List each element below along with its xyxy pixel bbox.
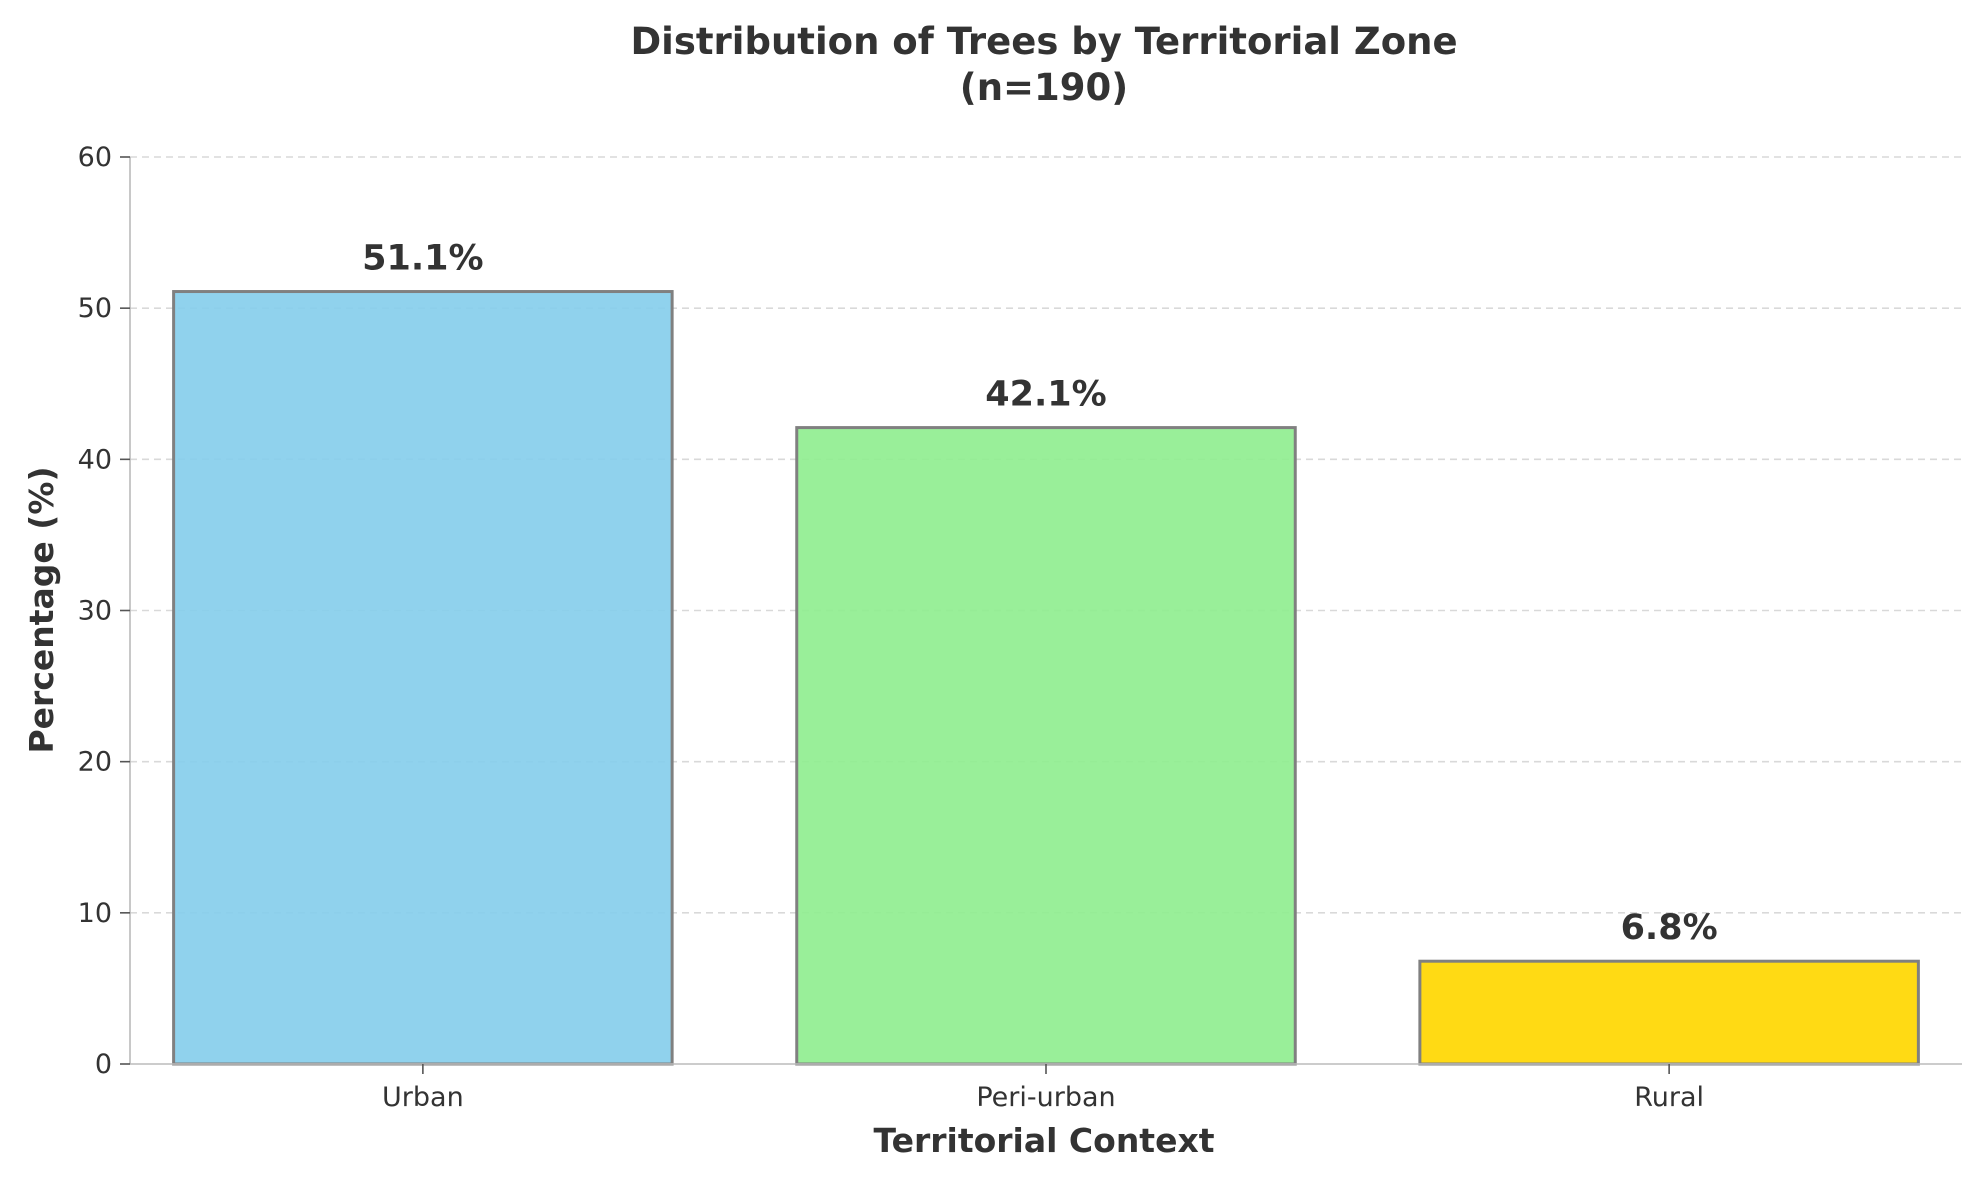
x-ticks: Urban Peri-urban Rural — [382, 1064, 1704, 1113]
x-tick-label: Urban — [382, 1082, 464, 1113]
y-tick-label: 0 — [95, 1049, 112, 1080]
y-tick-label: 10 — [78, 898, 112, 929]
x-tick-label: Peri-urban — [976, 1082, 1115, 1113]
y-tick-label: 40 — [78, 444, 112, 475]
data-label: 6.8% — [1621, 908, 1718, 948]
data-label: 51.1% — [362, 239, 483, 279]
y-tick-label: 30 — [78, 596, 112, 627]
y-axis-label: Percentage (%) — [22, 466, 61, 753]
y-ticks: 0 10 20 30 40 50 60 — [78, 142, 130, 1080]
x-tick-label: Rural — [1634, 1082, 1704, 1113]
bar-urban — [172, 290, 674, 1066]
y-tick-label: 60 — [78, 142, 112, 173]
bar-rural — [1418, 959, 1920, 1066]
y-tick-label: 50 — [78, 293, 112, 324]
chart-subtitle: (n=190) — [960, 66, 1128, 109]
x-axis-label: Territorial Context — [873, 1121, 1214, 1160]
bar-peri-urban — [795, 426, 1297, 1066]
y-tick-label: 20 — [78, 747, 112, 778]
data-label: 42.1% — [985, 375, 1106, 415]
chart-title: Distribution of Trees by Territorial Zon… — [630, 20, 1457, 63]
data-labels: 51.1% 42.1% 6.8% — [362, 239, 1718, 949]
bars — [172, 290, 1920, 1066]
